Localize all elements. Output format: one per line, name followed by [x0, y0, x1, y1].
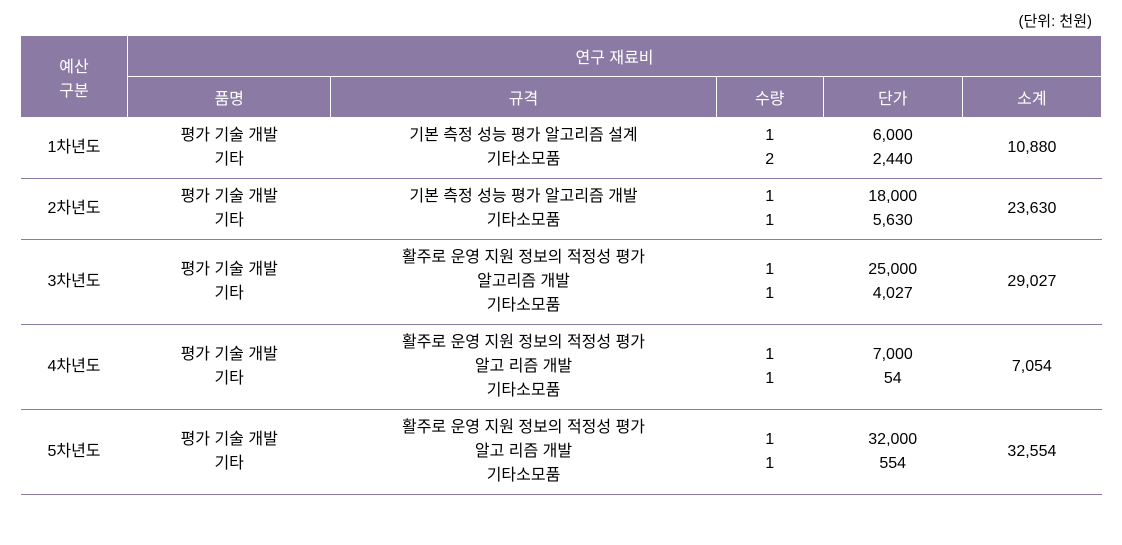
- table-row: 2차년도 평가 기술 개발 기타 기본 측정 성능 평가 알고리즘 개발 기타소…: [21, 179, 1102, 240]
- cell-year: 3차년도: [21, 240, 128, 325]
- cell-year: 5차년도: [21, 410, 128, 495]
- cell-price: 32,000 554: [823, 410, 962, 495]
- cell-item: 평가 기술 개발 기타: [128, 410, 331, 495]
- cell-spec: 활주로 운영 지원 정보의 적정성 평가 알고리즘 개발 기타소모품: [331, 240, 716, 325]
- cell-year: 4차년도: [21, 325, 128, 410]
- header-research-materials: 연구 재료비: [128, 36, 1102, 77]
- cell-qty: 1 1: [716, 179, 823, 240]
- cell-subtotal: 7,054: [962, 325, 1101, 410]
- cell-item: 평가 기술 개발 기타: [128, 118, 331, 179]
- table-row: 5차년도 평가 기술 개발 기타 활주로 운영 지원 정보의 적정성 평가 알고…: [21, 410, 1102, 495]
- cell-qty: 1 1: [716, 325, 823, 410]
- header-subtotal: 소계: [962, 77, 1101, 118]
- cell-qty: 1 2: [716, 118, 823, 179]
- cell-price: 7,000 54: [823, 325, 962, 410]
- table-header: 예산 구분 연구 재료비 품명 규격 수량 단가 소계: [21, 36, 1102, 118]
- cell-qty: 1 1: [716, 240, 823, 325]
- header-budget-category: 예산 구분: [21, 36, 128, 118]
- header-unit-price: 단가: [823, 77, 962, 118]
- unit-label: (단위: 천원): [20, 10, 1102, 31]
- cell-price: 25,000 4,027: [823, 240, 962, 325]
- cell-item: 평가 기술 개발 기타: [128, 179, 331, 240]
- table-row: 1차년도 평가 기술 개발 기타 기본 측정 성능 평가 알고리즘 설계 기타소…: [21, 118, 1102, 179]
- cell-subtotal: 29,027: [962, 240, 1101, 325]
- cell-subtotal: 23,630: [962, 179, 1101, 240]
- header-quantity: 수량: [716, 77, 823, 118]
- cell-year: 2차년도: [21, 179, 128, 240]
- cell-spec: 활주로 운영 지원 정보의 적정성 평가 알고 리즘 개발 기타소모품: [331, 410, 716, 495]
- cell-item: 평가 기술 개발 기타: [128, 240, 331, 325]
- cell-subtotal: 32,554: [962, 410, 1101, 495]
- cell-price: 6,000 2,440: [823, 118, 962, 179]
- table-body: 1차년도 평가 기술 개발 기타 기본 측정 성능 평가 알고리즘 설계 기타소…: [21, 118, 1102, 495]
- budget-table: 예산 구분 연구 재료비 품명 규격 수량 단가 소계 1차년도 평가 기술 개…: [20, 35, 1102, 495]
- cell-qty: 1 1: [716, 410, 823, 495]
- header-specification: 규격: [331, 77, 716, 118]
- header-item-name: 품명: [128, 77, 331, 118]
- cell-spec: 기본 측정 성능 평가 알고리즘 설계 기타소모품: [331, 118, 716, 179]
- table-row: 4차년도 평가 기술 개발 기타 활주로 운영 지원 정보의 적정성 평가 알고…: [21, 325, 1102, 410]
- cell-spec: 기본 측정 성능 평가 알고리즘 개발 기타소모품: [331, 179, 716, 240]
- cell-price: 18,000 5,630: [823, 179, 962, 240]
- cell-item: 평가 기술 개발 기타: [128, 325, 331, 410]
- cell-year: 1차년도: [21, 118, 128, 179]
- cell-spec: 활주로 운영 지원 정보의 적정성 평가 알고 리즘 개발 기타소모품: [331, 325, 716, 410]
- cell-subtotal: 10,880: [962, 118, 1101, 179]
- table-row: 3차년도 평가 기술 개발 기타 활주로 운영 지원 정보의 적정성 평가 알고…: [21, 240, 1102, 325]
